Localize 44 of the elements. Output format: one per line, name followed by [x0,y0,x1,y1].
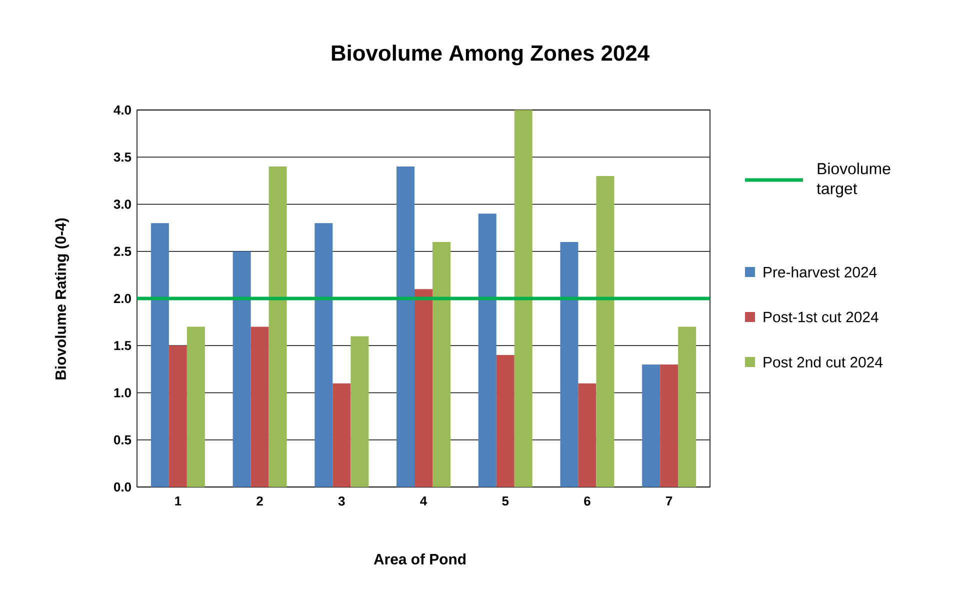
bar [432,242,451,487]
bar [514,110,532,487]
bar [678,326,696,487]
x-tick-label: 6 [584,496,590,506]
y-tick-label: 2.5 [114,246,132,256]
bar [186,326,205,487]
legend-label: Post 2nd cut 2024 [764,356,883,368]
legend-label: Biovolume target [816,162,890,198]
bar [496,355,514,487]
bar [578,383,596,487]
bar [414,289,433,487]
chart-title: Biovolume Among Zones 2024 [332,44,650,66]
bar [560,242,578,487]
bar [332,383,351,487]
y-tick-label: 0.0 [114,482,131,492]
bar [168,346,187,487]
y-axis-title: Biovolume Rating (0-4) [55,218,70,380]
y-tick-label: 1.5 [114,341,132,350]
x-tick-label: 3 [338,496,345,506]
legend-label: Pre-harvest 2024 [764,266,877,278]
y-tick-label: 2.0 [114,294,131,304]
x-tick-label: 1 [175,496,182,506]
bar [250,326,269,487]
y-tick-label: 4.0 [114,105,131,115]
bar [314,223,333,487]
bar [596,176,614,487]
bar [350,336,369,487]
bar [232,251,251,487]
bar [268,166,287,487]
legend-label: Post-1st cut 2024 [764,312,878,322]
x-tick-label: 7 [666,496,672,506]
x-tick-label: 5 [502,496,509,506]
x-axis-title: Area of Pond [374,554,466,564]
bar [642,364,660,487]
x-tick-label: 2 [256,496,263,506]
bar [478,214,496,487]
y-tick-label: 3.0 [114,200,131,209]
y-tick-label: 0.5 [114,435,132,444]
bar [396,166,415,487]
y-tick-label: 3.5 [114,152,132,162]
bar [660,364,678,487]
y-tick-label: 1.0 [114,388,131,398]
bar [150,223,169,487]
x-tick-label: 4 [420,496,428,506]
